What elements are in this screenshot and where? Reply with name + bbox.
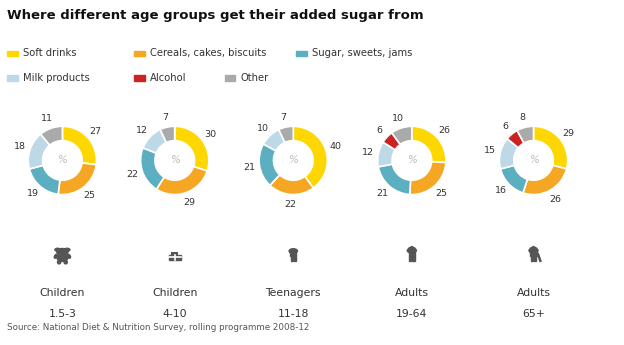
Text: 11: 11 (41, 114, 54, 123)
Text: 27: 27 (90, 127, 102, 136)
Text: 65+: 65+ (522, 309, 545, 319)
Wedge shape (378, 164, 411, 195)
Text: Children: Children (40, 288, 85, 298)
Text: 19: 19 (27, 189, 39, 198)
Text: 22: 22 (285, 200, 296, 209)
Text: 25: 25 (84, 191, 95, 200)
Text: %: % (170, 155, 180, 165)
Wedge shape (143, 130, 166, 153)
Text: 6: 6 (502, 122, 508, 131)
Wedge shape (62, 126, 97, 165)
Wedge shape (175, 126, 209, 171)
Text: 10: 10 (392, 114, 404, 123)
Text: 29: 29 (563, 129, 575, 138)
Text: 7: 7 (162, 112, 168, 122)
Text: 29: 29 (183, 198, 196, 207)
Text: 7: 7 (281, 112, 286, 122)
Text: 18: 18 (14, 142, 26, 151)
Text: 40: 40 (329, 142, 341, 151)
Text: 22: 22 (127, 170, 139, 179)
Text: 4-10: 4-10 (162, 309, 187, 319)
Text: 8: 8 (520, 113, 525, 122)
Text: Teenagers: Teenagers (266, 288, 321, 298)
Text: 15: 15 (484, 146, 496, 155)
Wedge shape (378, 142, 395, 167)
Wedge shape (28, 134, 50, 169)
Wedge shape (270, 175, 313, 195)
Text: Other: Other (240, 73, 268, 82)
Text: Children: Children (152, 288, 197, 298)
Wedge shape (412, 126, 446, 162)
Wedge shape (160, 126, 175, 142)
Text: 21: 21 (376, 189, 389, 198)
Text: 11-18: 11-18 (278, 309, 309, 319)
Wedge shape (58, 163, 96, 195)
Text: Cereals, cakes, biscuits: Cereals, cakes, biscuits (150, 49, 266, 58)
Text: 19-64: 19-64 (396, 309, 427, 319)
Text: 26: 26 (549, 195, 561, 204)
Wedge shape (293, 126, 328, 188)
Wedge shape (410, 162, 446, 195)
Wedge shape (499, 139, 519, 169)
Text: Adults: Adults (395, 288, 429, 298)
Text: 26: 26 (438, 126, 450, 135)
Wedge shape (263, 130, 285, 151)
Wedge shape (534, 126, 568, 169)
Text: Soft drinks: Soft drinks (23, 49, 77, 58)
Wedge shape (259, 144, 280, 185)
Wedge shape (523, 165, 567, 195)
Text: 12: 12 (137, 126, 149, 135)
Wedge shape (500, 165, 527, 193)
Text: Alcohol: Alcohol (150, 73, 186, 82)
Wedge shape (279, 126, 293, 142)
Text: 30: 30 (205, 130, 217, 139)
Text: 16: 16 (495, 186, 507, 195)
Text: Where different age groups get their added sugar from: Where different age groups get their add… (7, 9, 424, 22)
Text: Adults: Adults (517, 288, 550, 298)
Text: %: % (529, 155, 539, 165)
Wedge shape (140, 148, 164, 189)
Text: 21: 21 (243, 163, 255, 172)
Wedge shape (392, 126, 412, 145)
Text: Source: National Diet & Nutrition Survey, rolling programme 2008-12: Source: National Diet & Nutrition Survey… (7, 323, 310, 332)
Text: %: % (288, 155, 298, 165)
Text: 25: 25 (435, 189, 447, 198)
Text: 6: 6 (376, 126, 383, 135)
Wedge shape (157, 167, 207, 195)
Text: 10: 10 (257, 124, 269, 132)
Wedge shape (29, 165, 60, 194)
Wedge shape (517, 126, 534, 143)
Text: Milk products: Milk products (23, 73, 90, 82)
Text: %: % (407, 155, 417, 165)
Wedge shape (41, 126, 62, 145)
Text: %: % (57, 155, 67, 165)
Wedge shape (507, 130, 524, 148)
Text: 1.5-3: 1.5-3 (49, 309, 76, 319)
Text: 12: 12 (363, 148, 374, 157)
Wedge shape (383, 133, 400, 150)
Text: Sugar, sweets, jams: Sugar, sweets, jams (312, 49, 412, 58)
